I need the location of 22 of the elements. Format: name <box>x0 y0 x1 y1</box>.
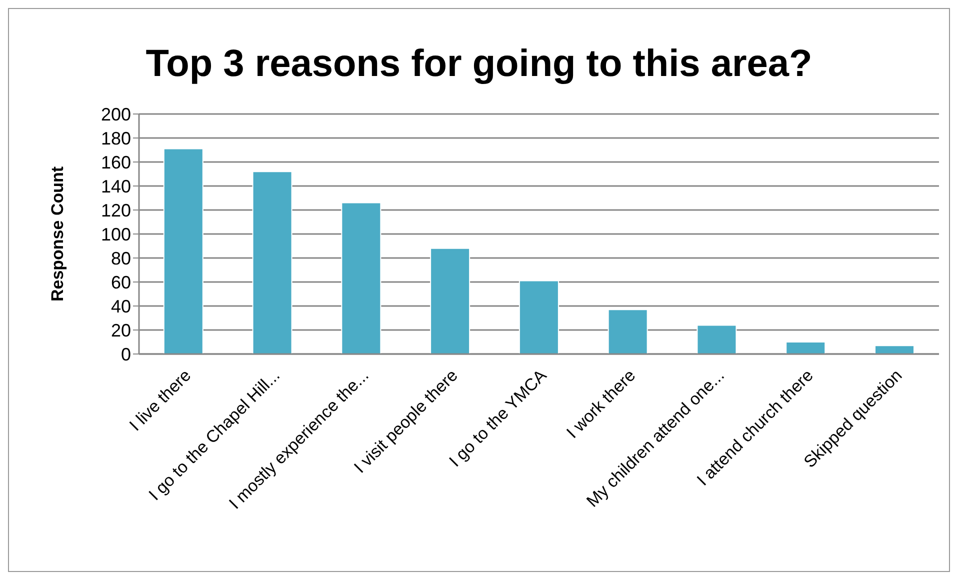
y-tick-label: 100 <box>100 224 131 244</box>
bar <box>696 324 737 354</box>
y-tick-label: 120 <box>100 200 131 220</box>
bar <box>608 309 648 354</box>
bar <box>430 248 470 354</box>
bar <box>252 171 292 354</box>
chart-title: Top 3 reasons for going to this area? <box>144 43 814 86</box>
y-axis-title: Response Count <box>48 166 68 302</box>
bar <box>786 342 826 354</box>
y-tick-label: 40 <box>110 296 131 316</box>
y-tick-label: 180 <box>100 128 131 148</box>
y-tick-label: 140 <box>100 176 131 196</box>
bar <box>518 280 559 354</box>
bar <box>874 345 914 354</box>
bar <box>341 202 382 354</box>
y-tick-label: 0 <box>120 344 131 364</box>
y-tick-label: 200 <box>100 104 131 124</box>
y-tick-label: 160 <box>100 152 131 172</box>
y-tick-label: 60 <box>110 272 131 292</box>
y-tick-label: 80 <box>110 248 131 268</box>
bar <box>163 148 204 354</box>
y-tick-label: 20 <box>110 320 131 340</box>
